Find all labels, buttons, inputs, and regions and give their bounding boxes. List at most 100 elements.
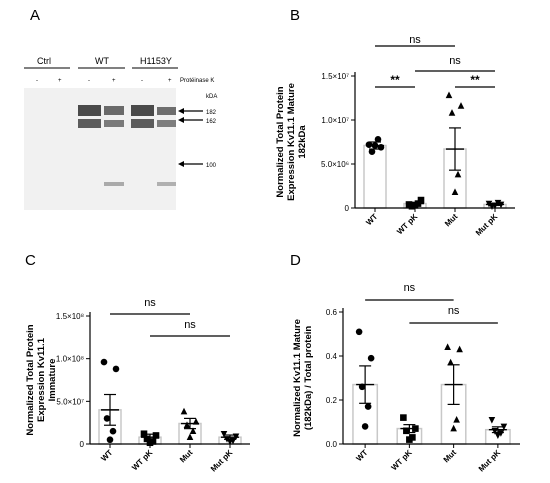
error-bar xyxy=(101,393,119,426)
data-point xyxy=(451,188,459,195)
x-tick-label: Mut pK xyxy=(209,448,235,474)
data-point xyxy=(450,424,457,432)
significance-label: ns xyxy=(448,305,460,317)
lane-sign-1: - xyxy=(36,78,38,84)
data-point xyxy=(491,202,499,210)
data-point xyxy=(223,436,231,443)
y-tick-label: 0.2 xyxy=(326,396,338,405)
chart-panel-b: 0 5.0×10⁶ 1.0×10⁷ 1.5×10⁷ WT WT pK Mut Mut pK No… xyxy=(275,34,515,238)
data-point xyxy=(500,423,508,431)
y-tick-label: 5.0×10⁶ xyxy=(321,160,349,169)
data-point xyxy=(491,428,499,435)
data-point xyxy=(448,109,456,116)
significance-bracket: ns xyxy=(415,55,495,72)
data-point xyxy=(106,436,114,444)
lane-sign-2: + xyxy=(58,78,62,84)
data-point xyxy=(358,383,366,391)
lane-sign-6: + xyxy=(168,78,172,84)
band-mut-plus-162 xyxy=(157,120,176,127)
x-tick-label: Mut pK xyxy=(474,212,500,238)
lane-sign-4: + xyxy=(112,78,116,84)
band-mut-minus-162 xyxy=(131,119,154,128)
chart-panel-d: 0.0 0.2 0.4 0.6 WT WT pK Mut Mut pK Normalized K… xyxy=(292,282,520,474)
data-point xyxy=(444,343,451,350)
data-point xyxy=(403,427,410,435)
data-point xyxy=(183,421,191,429)
data-point xyxy=(361,423,369,430)
data-point xyxy=(488,417,496,424)
data-point xyxy=(453,416,460,423)
lane-sign-3: - xyxy=(88,78,90,84)
marker-162: 162 xyxy=(206,119,217,125)
significance-label: ns xyxy=(184,319,196,331)
significance-bracket: ** xyxy=(375,73,415,88)
data-point xyxy=(377,143,385,151)
band-wt-minus-162 xyxy=(78,119,101,128)
y-axis-label: Normalized Total ProteinExpression Kv11.… xyxy=(25,324,58,435)
data-point xyxy=(485,200,493,208)
data-point xyxy=(189,427,197,434)
marker-182: 182 xyxy=(206,110,217,116)
significance-bracket: ** xyxy=(455,73,495,88)
western-blot-panel: Ctrl WT H1153Y - + - + - + Protéinase K … xyxy=(24,56,217,210)
band-mut-plus-low xyxy=(157,182,176,186)
band-mut-plus-182 xyxy=(157,107,176,115)
panel-label-c: C xyxy=(25,252,36,269)
lane-sign-5: - xyxy=(141,78,143,84)
y-tick-label: 1.0×10⁷ xyxy=(321,116,349,125)
significance-bracket: ns xyxy=(409,305,498,324)
data-point xyxy=(411,202,419,209)
data-point xyxy=(406,436,413,443)
y-axis-label: Normalized Kv11.1 Mature(182kDa) / Total… xyxy=(292,319,314,437)
band-wt-plus-low xyxy=(104,182,124,186)
x-tick-label: WT pK xyxy=(395,212,419,236)
panel-label-a: A xyxy=(30,7,40,24)
y-axis-label: Normalized Total ProteinExpression Kv11.… xyxy=(275,83,308,201)
y-tick-label: 0.4 xyxy=(326,352,338,361)
panel-label-d: D xyxy=(290,252,301,269)
band-wt-plus-182 xyxy=(104,106,124,115)
error-bar xyxy=(446,127,464,171)
data-point xyxy=(454,170,462,178)
y-tick-label: 1.5×10⁸ xyxy=(56,312,84,321)
data-point xyxy=(364,403,372,410)
significance-label: ns xyxy=(409,34,421,46)
data-point xyxy=(186,433,194,440)
data-point xyxy=(367,354,375,362)
y-tick-label: 0 xyxy=(345,204,350,213)
data-point xyxy=(457,102,465,109)
data-point xyxy=(140,430,148,438)
data-point xyxy=(220,430,228,438)
significance-label: ** xyxy=(470,73,480,87)
marker-100: 100 xyxy=(206,163,217,169)
x-tick-label: Mut pK xyxy=(477,448,503,474)
data-point xyxy=(112,365,120,373)
blot-group-ctrl: Ctrl xyxy=(37,56,51,66)
kda-label: kDA xyxy=(206,94,217,100)
x-tick-label: Mut xyxy=(443,212,460,229)
y-tick-label: 1.5×10⁷ xyxy=(321,72,349,81)
x-tick-label: WT xyxy=(364,212,379,227)
band-wt-plus-162 xyxy=(104,120,124,127)
y-tick-label: 0 xyxy=(80,440,85,449)
y-tick-label: 5.0×10⁷ xyxy=(56,397,84,406)
band-mut-minus-182 xyxy=(131,105,154,116)
data-point xyxy=(368,148,376,155)
data-point xyxy=(143,435,151,443)
data-point xyxy=(100,358,108,366)
significance-bracket: ns xyxy=(150,319,230,337)
data-point xyxy=(400,414,407,421)
x-tick-label: Mut xyxy=(442,448,459,465)
data-point xyxy=(192,418,200,425)
data-point xyxy=(103,415,111,422)
x-tick-label: WT xyxy=(354,448,369,463)
mean-bar xyxy=(363,144,387,209)
data-point xyxy=(180,407,188,415)
data-point xyxy=(232,433,240,441)
data-point xyxy=(109,427,117,435)
data-point xyxy=(447,358,454,366)
chart-panel-c: 0 5.0×10⁷ 1.0×10⁸ 1.5×10⁸ WT WT pK Mut Mut pK No… xyxy=(25,297,250,474)
arrow-100 xyxy=(178,161,203,167)
error-bar xyxy=(356,365,375,404)
data-point xyxy=(494,432,502,439)
